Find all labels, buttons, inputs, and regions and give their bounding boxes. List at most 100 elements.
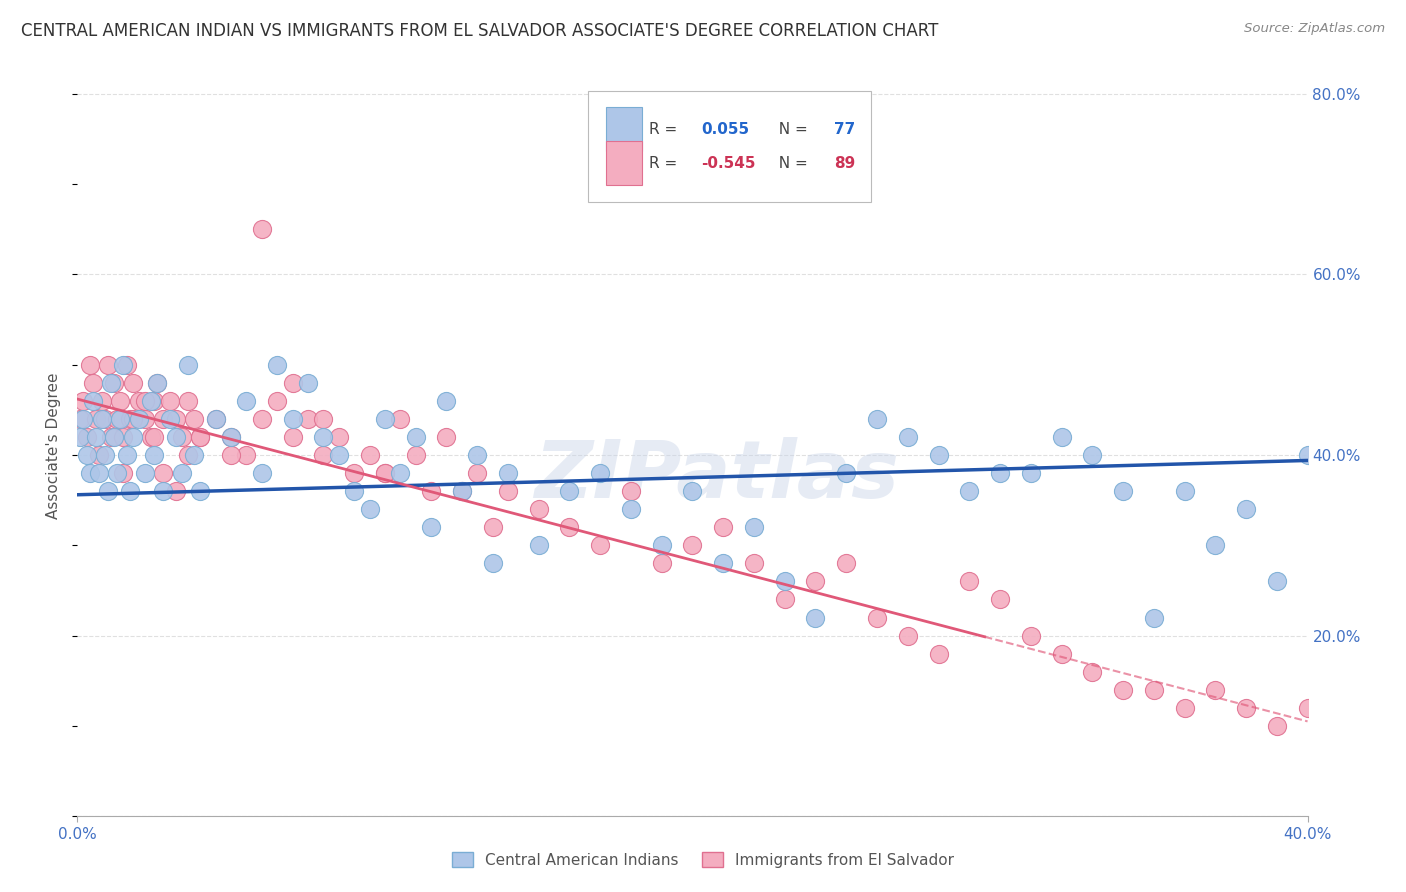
Point [496, 484, 519, 499]
Point [121, 412, 143, 426]
Point [281, 412, 304, 426]
Point [170, 466, 193, 480]
Point [281, 430, 304, 444]
Point [84, 430, 107, 444]
Point [1050, 647, 1073, 661]
Point [481, 520, 503, 534]
Point [159, 393, 181, 408]
Point [159, 412, 181, 426]
Text: N =: N = [769, 156, 813, 170]
Point [118, 412, 141, 426]
Point [957, 574, 980, 589]
Text: 0.055: 0.055 [702, 121, 749, 136]
Point [897, 430, 920, 444]
Text: 77: 77 [834, 121, 855, 136]
Point [988, 466, 1011, 480]
Point [527, 502, 550, 516]
Point [1204, 538, 1226, 552]
Point [1112, 682, 1135, 697]
Point [1019, 466, 1042, 480]
Point [496, 466, 519, 480]
Point [204, 412, 226, 426]
Point [235, 448, 257, 462]
Point [727, 177, 749, 191]
Point [1265, 574, 1288, 589]
Point [94, 412, 117, 426]
Point [152, 484, 174, 499]
Point [1234, 502, 1257, 516]
Point [90, 393, 114, 408]
Point [141, 430, 163, 444]
Point [450, 484, 472, 499]
Point [183, 448, 205, 462]
Point [773, 574, 796, 589]
Point [1174, 484, 1197, 499]
Point [82, 376, 104, 390]
Point [204, 412, 226, 426]
Point [804, 610, 827, 624]
Point [72, 393, 94, 408]
Point [188, 430, 212, 444]
Text: CENTRAL AMERICAN INDIAN VS IMMIGRANTS FROM EL SALVADOR ASSOCIATE'S DEGREE CORREL: CENTRAL AMERICAN INDIAN VS IMMIGRANTS FR… [21, 22, 938, 40]
Point [112, 430, 135, 444]
Point [436, 393, 458, 408]
Point [436, 430, 458, 444]
Point [90, 412, 114, 426]
Point [121, 430, 143, 444]
Point [69, 430, 91, 444]
Point [589, 466, 612, 480]
Point [188, 430, 212, 444]
Point [87, 448, 110, 462]
Point [134, 393, 156, 408]
Point [165, 430, 187, 444]
Point [183, 412, 205, 426]
Point [420, 484, 443, 499]
Point [742, 520, 765, 534]
Point [651, 557, 673, 571]
Text: Source: ZipAtlas.com: Source: ZipAtlas.com [1244, 22, 1385, 36]
Point [87, 466, 110, 480]
Point [105, 412, 128, 426]
Point [100, 430, 122, 444]
Point [105, 466, 128, 480]
Point [143, 430, 166, 444]
Point [79, 466, 101, 480]
Point [465, 466, 488, 480]
Legend: Central American Indians, Immigrants from El Salvador: Central American Indians, Immigrants fro… [446, 846, 960, 873]
Point [312, 448, 335, 462]
Point [374, 412, 396, 426]
Point [152, 466, 174, 480]
Point [866, 412, 889, 426]
Point [250, 222, 273, 236]
Point [389, 412, 412, 426]
Point [110, 412, 132, 426]
Point [76, 430, 98, 444]
Point [773, 592, 796, 607]
Point [146, 376, 169, 390]
Point [897, 629, 920, 643]
Point [97, 358, 120, 372]
Point [328, 448, 350, 462]
FancyBboxPatch shape [588, 91, 870, 202]
Point [69, 412, 91, 426]
Point [100, 376, 122, 390]
Point [651, 538, 673, 552]
Point [219, 430, 242, 444]
Point [527, 538, 550, 552]
Point [1296, 701, 1319, 715]
Point [297, 376, 319, 390]
Text: ZIPatlas: ZIPatlas [534, 436, 900, 515]
Text: R =: R = [650, 121, 682, 136]
Point [141, 393, 163, 408]
Point [250, 466, 273, 480]
Point [188, 484, 212, 499]
Point [235, 393, 257, 408]
Point [82, 393, 104, 408]
Point [165, 412, 187, 426]
Point [450, 484, 472, 499]
Point [134, 412, 156, 426]
Point [115, 448, 138, 462]
Point [112, 358, 135, 372]
Point [343, 484, 366, 499]
Point [112, 466, 135, 480]
